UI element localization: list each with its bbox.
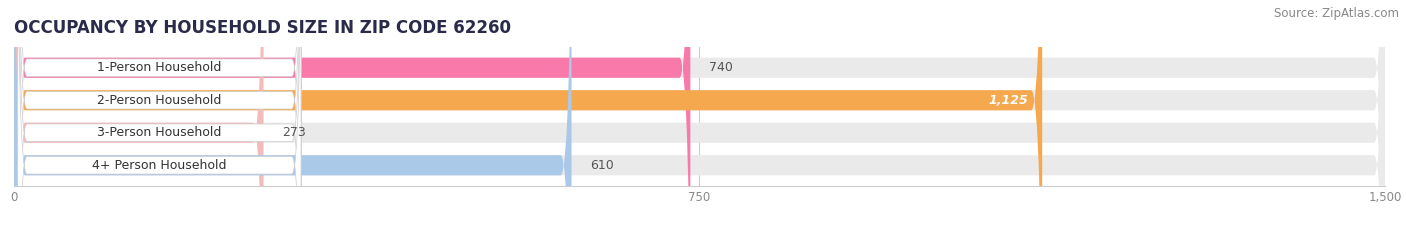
Text: 2-Person Household: 2-Person Household bbox=[97, 94, 222, 107]
Text: 273: 273 bbox=[281, 126, 305, 139]
FancyBboxPatch shape bbox=[18, 0, 301, 233]
FancyBboxPatch shape bbox=[14, 0, 1042, 233]
FancyBboxPatch shape bbox=[18, 0, 301, 233]
FancyBboxPatch shape bbox=[14, 0, 571, 233]
Text: OCCUPANCY BY HOUSEHOLD SIZE IN ZIP CODE 62260: OCCUPANCY BY HOUSEHOLD SIZE IN ZIP CODE … bbox=[14, 19, 510, 37]
Text: Source: ZipAtlas.com: Source: ZipAtlas.com bbox=[1274, 7, 1399, 20]
Text: 3-Person Household: 3-Person Household bbox=[97, 126, 222, 139]
Text: 740: 740 bbox=[709, 61, 733, 74]
FancyBboxPatch shape bbox=[14, 0, 690, 233]
Text: 610: 610 bbox=[591, 159, 613, 172]
FancyBboxPatch shape bbox=[14, 0, 1385, 233]
FancyBboxPatch shape bbox=[14, 0, 1385, 233]
Text: 1-Person Household: 1-Person Household bbox=[97, 61, 222, 74]
FancyBboxPatch shape bbox=[14, 0, 263, 233]
FancyBboxPatch shape bbox=[18, 0, 301, 233]
FancyBboxPatch shape bbox=[14, 0, 1385, 233]
Text: 4+ Person Household: 4+ Person Household bbox=[93, 159, 226, 172]
FancyBboxPatch shape bbox=[18, 0, 301, 233]
Text: 1,125: 1,125 bbox=[988, 94, 1029, 107]
FancyBboxPatch shape bbox=[14, 0, 1385, 233]
